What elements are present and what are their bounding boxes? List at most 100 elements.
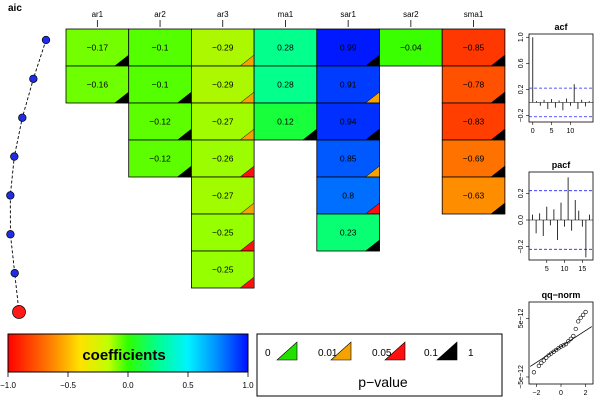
cell-value: −0.04 [400, 43, 422, 53]
cell-fill [253, 102, 318, 141]
qq-point [568, 336, 573, 342]
pvalue-marker [239, 276, 255, 289]
qq-point [544, 355, 549, 360]
cell-value: 0.28 [277, 43, 294, 53]
pvalue-swatch [330, 341, 352, 361]
pvalue-legend: 0 0.01 0.05 0.1 1 p−value [256, 333, 503, 397]
heatmap-cell: −0.27 [190, 176, 255, 215]
qq-point [558, 344, 564, 349]
qq-point [583, 309, 588, 315]
cell-value: 0.28 [277, 80, 294, 90]
qq-point [561, 343, 566, 348]
x-tick-label: 0 [559, 390, 563, 397]
heatmap-cell: −0.85 [441, 28, 506, 67]
pvalue-legend-items: 0 0.01 0.05 0.1 1 [265, 341, 474, 361]
x-tick-label: 0 [531, 128, 535, 135]
heatmap-cell: 0.28 [253, 28, 318, 67]
y-tick-label: 0.0 [518, 215, 525, 225]
aic-best-point [12, 305, 26, 319]
cell-fill [441, 139, 506, 178]
cell-value: −0.29 [212, 80, 234, 90]
aic-point [18, 113, 27, 122]
pvalue-label: 0.05 [372, 348, 392, 359]
cell-value: −0.27 [212, 191, 234, 201]
heatmap-cell: 0.28 [253, 65, 318, 104]
heatmap-cell: −0.1 [128, 28, 192, 67]
heatmap-cell: −0.27 [190, 102, 255, 141]
cell-value: −0.16 [87, 80, 109, 90]
column-header-sar2: sar2 [403, 10, 419, 19]
heatmap-cell: −0.29 [190, 28, 255, 67]
cell-fill [190, 28, 255, 67]
pvalue-label: 0 [265, 348, 271, 359]
cell-fill [65, 28, 130, 67]
cell-value: −0.78 [463, 80, 485, 90]
heatmap-cell: −0.12 [128, 139, 192, 178]
cell-fill [253, 28, 318, 67]
pvalue-legend-box [256, 333, 503, 397]
qq-point [578, 315, 583, 320]
aic-point [6, 230, 15, 239]
pvalue-label: 0.1 [424, 348, 438, 359]
pvalue-label: 0.01 [318, 348, 338, 359]
colorbar-title: coefficients [82, 347, 165, 364]
cell-value: 0.85 [340, 154, 357, 164]
x-tick-label: 10 [561, 266, 569, 273]
pvalue-marker [490, 202, 506, 215]
cell-fill [128, 139, 192, 178]
cell-fill [190, 65, 255, 104]
cell-fill [316, 139, 380, 178]
colorbar-tick-label: −1.0 [0, 381, 16, 390]
y-tick-label: 0.6 [518, 58, 525, 68]
qq-point [573, 326, 578, 332]
qq-point [531, 370, 537, 375]
heatmap-cell: −0.78 [441, 65, 506, 104]
y-tick-label: 0.2 [518, 84, 525, 94]
cell-value: −0.25 [212, 228, 234, 238]
colorbar-tick-label: −0.5 [60, 381, 76, 390]
cell-fill [190, 213, 255, 252]
cell-value: 0.23 [340, 228, 357, 238]
heatmap-cell: −0.12 [128, 102, 192, 141]
heatmap-cell: −0.1 [128, 65, 192, 104]
colorbar-ticks: −1.0 −0.5 0.0 0.5 1.0 [0, 372, 254, 390]
pvalue-swatch [276, 341, 298, 361]
heatmap-cell: 0.94 [316, 102, 380, 141]
pvalue-label: 1 [468, 348, 474, 359]
cell-fill [190, 139, 255, 178]
column-header-ar3: ar3 [217, 10, 229, 19]
qq-point [536, 363, 541, 368]
qq-point [576, 319, 581, 324]
qq-norm-panel: qq−norm −5e−12 5e−12 −2 0 2 [518, 290, 594, 397]
cell-fill [65, 65, 130, 104]
column-header-ma1: ma1 [278, 10, 294, 19]
y-tick-label: 0.2 [518, 188, 525, 198]
column-header-ar1: ar1 [92, 10, 104, 19]
heatmap-column-headers: ar1 ar2 ar3 ma1 sar1 sar2 sma1 [92, 10, 484, 27]
y-tick-label: −0.2 [518, 108, 525, 122]
cell-value: −0.69 [463, 154, 485, 164]
aic-point [41, 35, 51, 45]
cell-value: −0.25 [212, 265, 234, 275]
cell-value: −0.29 [212, 43, 234, 53]
cell-fill [253, 65, 318, 104]
qq-point [581, 312, 586, 317]
heatmap-cell: −0.26 [190, 139, 255, 178]
aic-point [29, 74, 38, 84]
panel-frame [528, 33, 594, 123]
cell-value: 0.99 [340, 43, 357, 53]
x-tick-label: −2 [532, 390, 540, 397]
heatmap-cell: −0.25 [190, 213, 255, 252]
aic-point [10, 268, 19, 278]
cell-fill [379, 28, 443, 67]
y-tick-label: −0.2 [518, 240, 525, 254]
heatmap-cell: −0.69 [441, 139, 506, 178]
cell-value: 0.12 [277, 117, 294, 127]
aic-title: aic [8, 3, 22, 14]
cell-value: −0.17 [87, 43, 109, 53]
heatmap-cell: −0.29 [190, 65, 255, 104]
aic-point [10, 152, 19, 161]
x-tick-label: 5 [550, 128, 554, 135]
qq-point [541, 358, 546, 363]
